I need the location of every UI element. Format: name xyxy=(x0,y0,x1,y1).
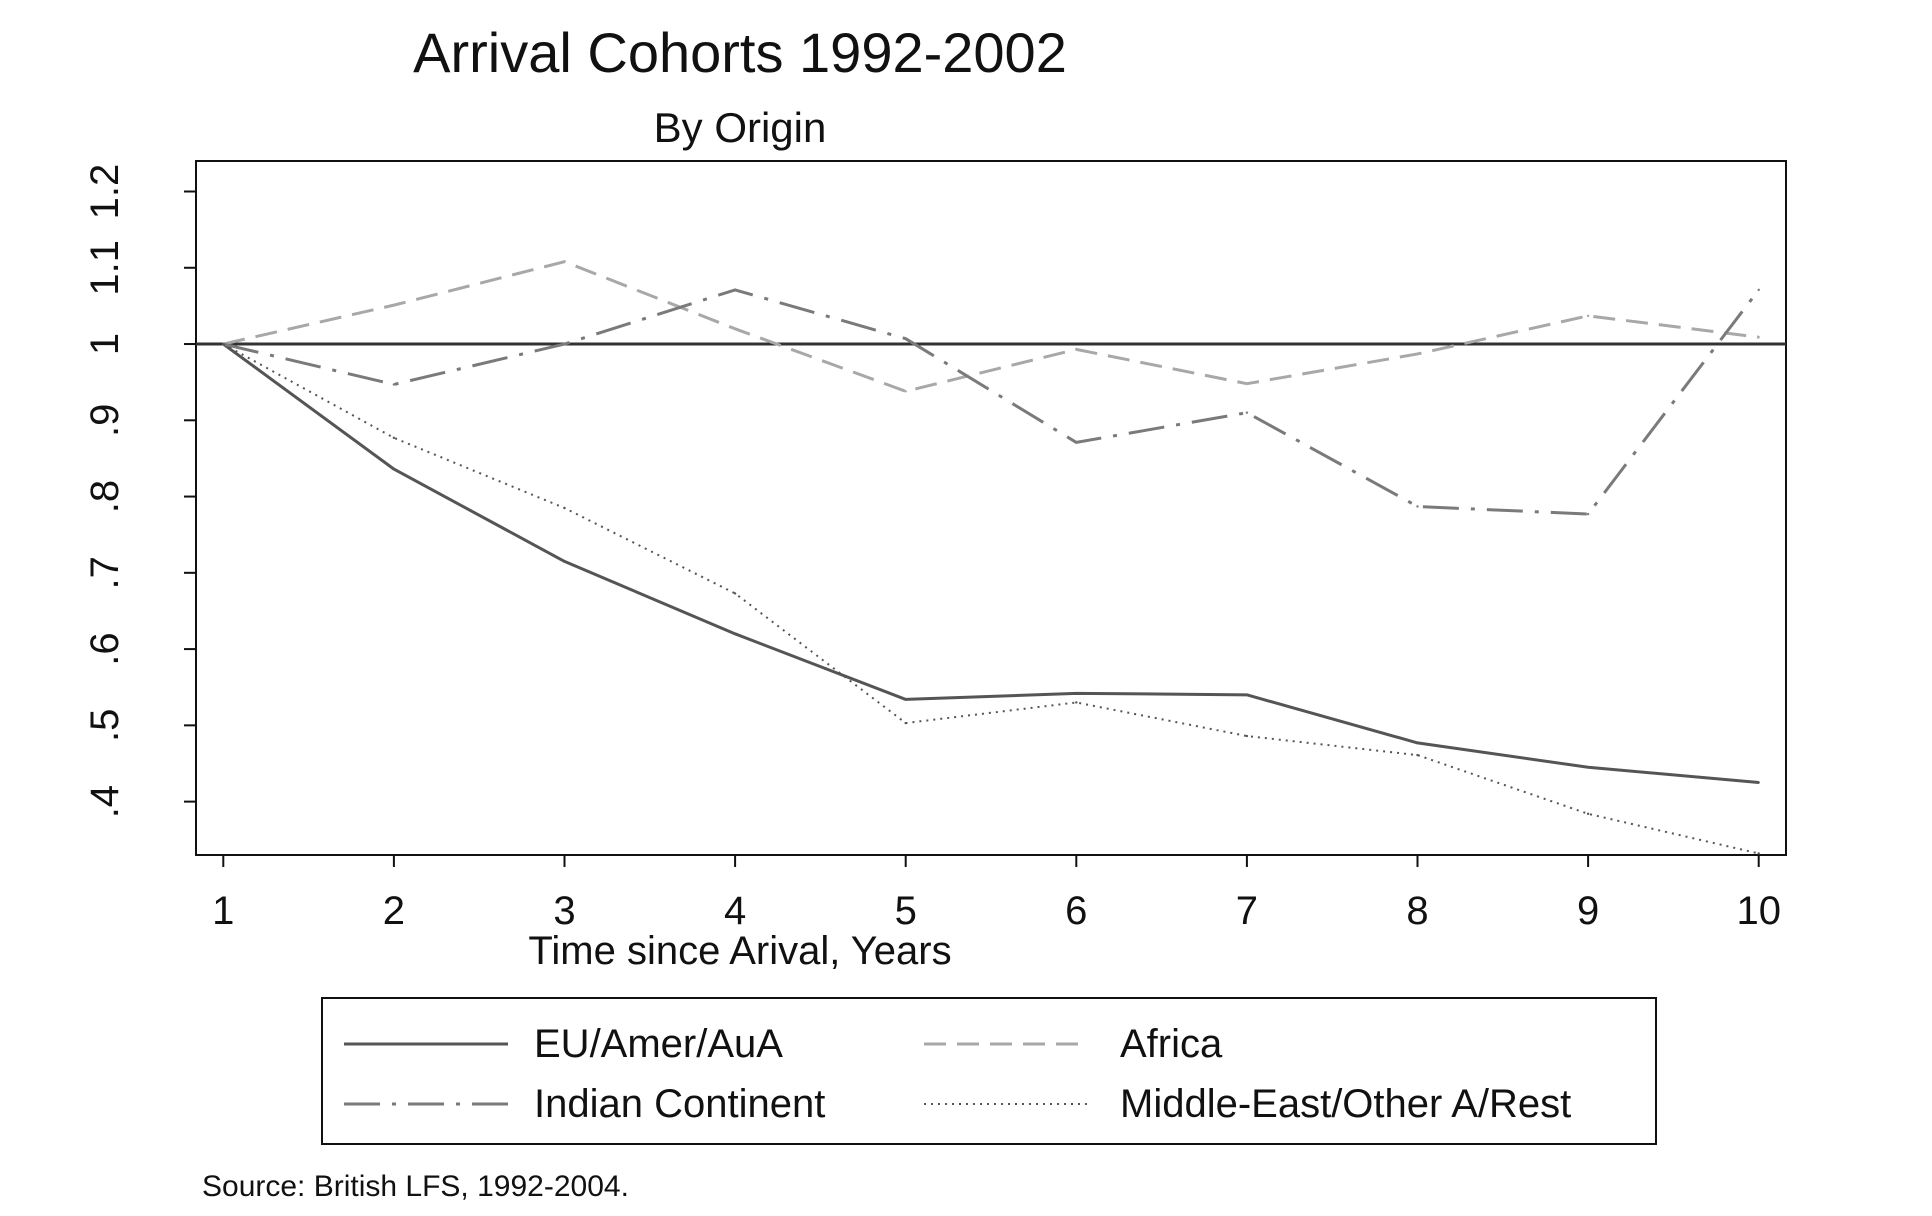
legend-frame xyxy=(321,997,1657,1145)
x-tick-label: 3 xyxy=(553,889,575,933)
data-point xyxy=(1245,382,1249,385)
data-point xyxy=(222,342,225,346)
y-tick-label: .8 xyxy=(83,480,127,513)
data-point xyxy=(904,721,907,725)
data-point xyxy=(733,288,737,292)
x-tick-label: 8 xyxy=(1406,889,1428,933)
x-tick-label: 6 xyxy=(1065,889,1087,933)
y-tick-label: 1 xyxy=(83,333,127,355)
data-point xyxy=(1245,693,1249,697)
legend-label-indian-continent: Indian Continent xyxy=(534,1082,825,1126)
data-point xyxy=(563,560,566,563)
y-axis: .4 .5 .6 .7 .8 .9 1 1.1 1.2 xyxy=(83,164,196,818)
data-point xyxy=(1245,411,1249,414)
data-point xyxy=(904,390,907,393)
y-tick-label: .7 xyxy=(83,556,127,589)
data-point xyxy=(1416,741,1419,745)
data-point xyxy=(392,303,396,307)
x-tick-label: 1 xyxy=(212,889,234,933)
data-point xyxy=(1075,692,1078,695)
chart-title: Arrival Cohorts 1992-2002 xyxy=(413,21,1067,84)
data-point xyxy=(904,337,907,340)
data-point xyxy=(1586,812,1590,816)
data-point xyxy=(1416,352,1419,356)
x-tick-label: 4 xyxy=(724,889,746,933)
series-group xyxy=(222,260,1760,855)
y-tick-label: 1.1 xyxy=(83,240,127,296)
plot-area-frame xyxy=(195,160,1787,856)
data-point xyxy=(1075,441,1078,444)
x-tick-label: 9 xyxy=(1577,889,1599,933)
source-note: Source: British LFS, 1992-2004. xyxy=(202,1170,629,1203)
data-point xyxy=(392,436,396,440)
data-point xyxy=(1416,505,1419,508)
legend-label-eu-amer-aua: EU/Amer/AuA xyxy=(534,1022,783,1066)
data-point xyxy=(733,592,737,595)
x-axis: 1 2 3 4 5 6 7 8 9 10 xyxy=(212,855,1781,933)
data-point xyxy=(563,260,566,263)
x-tick-label: 5 xyxy=(895,889,917,933)
data-point xyxy=(392,467,396,471)
chart-subtitle: By Origin xyxy=(654,104,827,151)
y-tick-label: .5 xyxy=(83,709,127,742)
series-line-indian-continent xyxy=(222,288,1760,516)
data-point xyxy=(1586,766,1590,769)
data-point xyxy=(1757,852,1760,855)
series-line-eu-amer-aua xyxy=(222,342,1759,785)
series-line-africa xyxy=(222,260,1759,393)
y-tick-label: 1.2 xyxy=(83,164,127,220)
data-point xyxy=(392,383,396,386)
y-tick-label: .9 xyxy=(83,404,127,437)
data-point xyxy=(733,327,737,330)
legend: EU/Amer/AuA Africa Indian Continent Midd… xyxy=(321,997,1657,1145)
data-point xyxy=(904,698,907,701)
data-point xyxy=(1586,314,1590,318)
y-tick-label: .6 xyxy=(83,632,127,665)
x-axis-label: Time since Arival, Years xyxy=(528,929,951,973)
y-tick-label: .4 xyxy=(83,785,127,818)
x-tick-label: 2 xyxy=(383,889,405,933)
data-point xyxy=(1245,734,1249,738)
data-point xyxy=(563,506,566,510)
x-tick-label: 7 xyxy=(1236,889,1258,933)
data-point xyxy=(563,342,566,346)
data-point xyxy=(1757,288,1760,292)
data-point xyxy=(733,632,737,636)
data-point xyxy=(1075,701,1078,704)
x-tick-label: 10 xyxy=(1736,889,1781,933)
legend-label-africa: Africa xyxy=(1120,1022,1223,1066)
data-point xyxy=(1757,781,1760,784)
data-point xyxy=(1757,335,1760,339)
data-point xyxy=(1586,512,1590,516)
legend-label-middle-east-other-rest: Middle-East/Other A/Rest xyxy=(1120,1082,1571,1126)
data-point xyxy=(1075,348,1078,351)
data-point xyxy=(1416,753,1419,757)
